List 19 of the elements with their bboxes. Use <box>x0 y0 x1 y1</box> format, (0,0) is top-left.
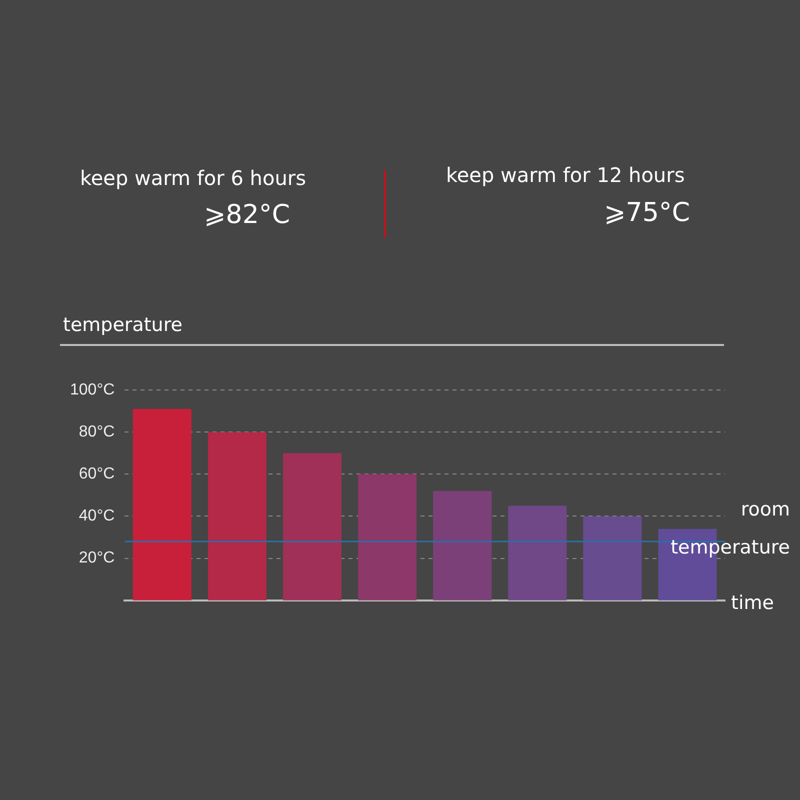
y-tick-label: 20°C <box>78 550 115 567</box>
bar <box>358 474 417 600</box>
bar <box>433 490 492 600</box>
bar <box>208 432 266 600</box>
ref-line-label: room temperature <box>670 498 790 558</box>
bar <box>583 516 642 600</box>
y-tick-label: 100°C <box>70 381 115 398</box>
y-tick-label: 80°C <box>78 423 115 440</box>
text: keep warm for 6 hours <box>80 166 306 190</box>
text: ⩾75°C <box>604 198 690 228</box>
x-axis-title: time <box>731 592 774 614</box>
y-axis-title: temperature <box>63 314 182 336</box>
y-tick-label: 60°C <box>78 466 115 483</box>
bar <box>132 408 192 600</box>
bar <box>508 506 567 600</box>
y-tick-label: 40°C <box>78 508 115 525</box>
text: keep warm for 12 hours <box>446 163 685 187</box>
bar <box>282 453 342 600</box>
text: ⩾82°C <box>204 200 290 230</box>
